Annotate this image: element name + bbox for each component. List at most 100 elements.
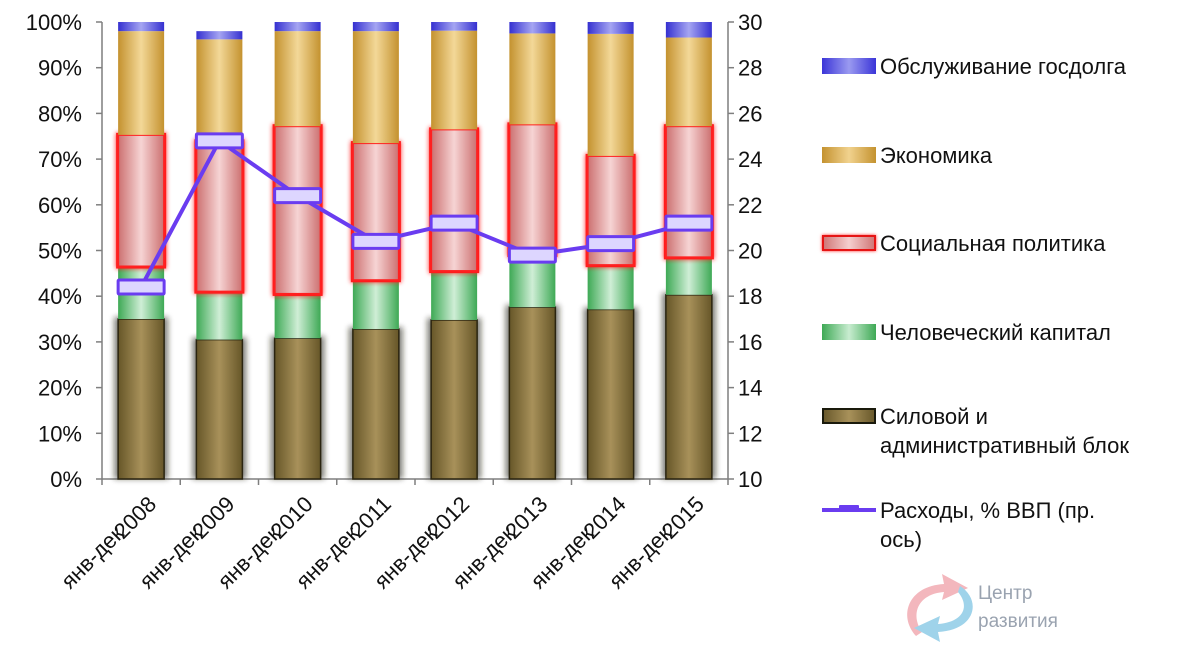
legend-swatch-debt: [822, 58, 876, 74]
left-tick-label: 30%: [38, 330, 82, 355]
bar-segment-econ: [665, 37, 712, 127]
left-tick-label: 80%: [38, 101, 82, 126]
bar-segment-power: [586, 308, 635, 480]
bar-segment-debt: [509, 22, 556, 34]
line-point-marker: [429, 214, 479, 232]
legend-item-social: Социальная политика: [822, 229, 1105, 258]
bar-segment-social: [508, 123, 557, 257]
bar-segment-power: [273, 337, 322, 480]
bar-segment-econ: [274, 31, 321, 127]
line-point-marker: [507, 246, 557, 264]
left-tick-label: 20%: [38, 376, 82, 401]
logo-text-line-1: Центр: [978, 583, 1033, 604]
bar-segment-human: [352, 280, 399, 330]
legend-swatch-power: [822, 408, 876, 424]
right-tick-label: 28: [738, 56, 762, 81]
bar-segment-human: [196, 291, 243, 340]
bar-segment-social: [430, 128, 479, 273]
bar-segment-debt: [665, 22, 712, 38]
logo-text-line-2: развития: [978, 611, 1058, 632]
legend-label-power: Силовой и административный блок: [880, 404, 1129, 458]
left-tick-label: 10%: [38, 421, 82, 446]
bar-segment-social: [351, 142, 400, 282]
x-tick-label: янв-дек: [447, 521, 520, 594]
right-tick-label: 10: [738, 467, 762, 492]
bar-segment-econ: [352, 31, 399, 144]
legend-item-human: Человеческий капитал: [822, 318, 1111, 347]
axes: [96, 21, 734, 485]
legend-label-line: Расходы, % ВВП (пр. ось): [880, 498, 1096, 552]
right-tick-label: 30: [738, 10, 762, 35]
bar-segment-social: [664, 125, 713, 259]
legend-label-econ: Экономика: [880, 143, 993, 168]
x-tick-label: янв-дек: [525, 521, 598, 594]
x-tick-label: янв-дек: [604, 521, 677, 594]
bar-segment-human: [274, 293, 321, 339]
left-tick-label: 0%: [50, 467, 82, 492]
bar-segment-econ: [431, 30, 478, 130]
legend-swatch-line: [822, 505, 876, 512]
line-point-marker: [116, 278, 166, 296]
left-tick-label: 40%: [38, 284, 82, 309]
bar-segment-econ: [196, 39, 243, 142]
legend-label-social: Социальная политика: [880, 231, 1106, 256]
bar-segment-social: [195, 140, 244, 293]
bar-segment-debt: [352, 22, 399, 32]
bar-segment-econ: [118, 31, 165, 135]
x-tick-label: янв-дек: [291, 521, 364, 594]
bar-segment-human: [587, 265, 634, 310]
left-tick-label: 70%: [38, 147, 82, 172]
left-tick-label: 50%: [38, 239, 82, 264]
bar-segment-power: [665, 294, 713, 480]
bar-segment-power: [117, 318, 165, 480]
bar-segment-debt: [118, 22, 165, 32]
bar-segment-debt: [196, 31, 243, 40]
x-tick-label: янв-дек: [212, 521, 285, 594]
legend-label-debt: Обслуживание госдолга: [880, 54, 1126, 79]
right-tick-label: 12: [738, 421, 762, 446]
right-tick-label: 16: [738, 330, 762, 355]
left-tick-label: 100%: [26, 10, 82, 35]
legend-swatch-econ: [822, 147, 876, 163]
legend-item-power: Силовой и административный блок: [822, 402, 1129, 460]
legend-item-econ: Экономика: [822, 141, 992, 170]
left-tick-label: 60%: [38, 193, 82, 218]
legend-label-human: Человеческий капитал: [880, 320, 1111, 345]
x-tick-label: янв-дек: [134, 521, 207, 594]
x-tick-label: янв-дек: [369, 521, 442, 594]
line-point-marker: [664, 214, 714, 232]
line-series: [116, 132, 714, 296]
bars: [114, 22, 716, 480]
bar-segment-power: [352, 328, 400, 480]
line-point-marker: [194, 132, 244, 150]
right-tick-label: 22: [738, 193, 762, 218]
line-point-marker: [351, 232, 401, 250]
bar-segment-debt: [431, 22, 478, 31]
bar-segment-econ: [509, 33, 556, 125]
bar-segment-econ: [587, 33, 634, 156]
bar-segment-power: [508, 306, 557, 480]
bar-segment-social: [117, 133, 166, 268]
right-tick-label: 26: [738, 101, 762, 126]
bar-segment-debt: [587, 22, 634, 34]
bar-segment-power: [430, 319, 478, 480]
bar-segment-social: [273, 125, 322, 295]
bar-segment-power: [195, 338, 244, 480]
legend-item-line: Расходы, % ВВП (пр. ось): [822, 496, 1095, 554]
legend-swatch-human: [822, 324, 876, 340]
logo-icon: [907, 574, 973, 642]
bar-segment-debt: [274, 22, 321, 32]
bar-segment-human: [665, 257, 712, 295]
right-tick-label: 24: [738, 147, 762, 172]
legend-swatch-social: [822, 235, 876, 251]
left-tick-label: 90%: [38, 56, 82, 81]
x-tick-label: янв-дек: [56, 521, 129, 594]
line-point-marker: [586, 235, 636, 253]
legend-item-debt: Обслуживание госдолга: [822, 52, 1126, 81]
line-point-marker: [273, 187, 323, 205]
right-tick-label: 18: [738, 284, 762, 309]
bar-segment-human: [431, 271, 478, 320]
right-tick-label: 20: [738, 239, 762, 264]
bar-segment-human: [509, 255, 556, 308]
